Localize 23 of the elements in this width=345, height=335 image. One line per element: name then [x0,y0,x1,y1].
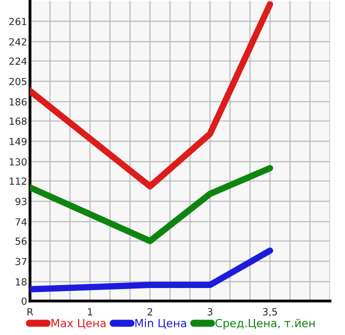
y-tick-label: 74 [16,218,27,226]
y-tick-label: 130 [10,158,27,166]
y-tick-label: 224 [9,57,27,65]
x-tick-label: 1 [88,308,92,316]
y-tick-label: 186 [10,98,27,106]
x-tick-label: 2 [148,308,152,316]
x-tick-label: R [28,308,34,316]
x-tick-label: 3 [208,308,212,316]
y-tick-label: 168 [10,117,27,125]
legend-label: Min Цена [135,318,186,329]
y-tick-label: 205 [9,78,26,86]
legend-label: Сред.Цена, т.йен [215,318,315,330]
y-tick-label: 261 [9,18,26,26]
y-tick-label: 93 [15,198,26,206]
y-tick-label: 112 [10,177,26,185]
y-tick-label: 18 [16,278,27,286]
y-tick-label: 56 [16,237,27,245]
y-tick-label: 37 [16,258,26,266]
x-tick-label: 3,5 [263,308,277,316]
y-tick-label: 0 [22,297,27,305]
y-tick-label: 149 [10,138,27,146]
legend-label: Max Цена [52,319,106,329]
y-tick-label: 242 [9,38,26,46]
